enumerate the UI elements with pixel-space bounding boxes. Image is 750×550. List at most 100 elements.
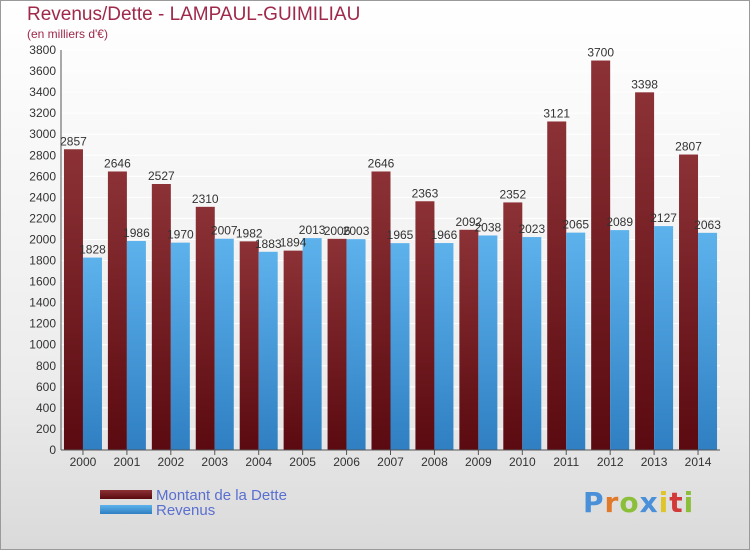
x-tick-label: 2000 <box>70 455 97 469</box>
bar-dette <box>547 121 567 450</box>
bar-dette <box>415 201 435 450</box>
data-label: 2007 <box>211 224 238 238</box>
bar-dette <box>459 229 479 450</box>
x-tick-label: 2013 <box>641 455 668 469</box>
bar-revenus <box>434 243 454 450</box>
data-label: 2646 <box>104 156 131 170</box>
data-label: 3700 <box>587 46 614 60</box>
data-label: 2092 <box>456 215 483 229</box>
bar-dette <box>107 171 127 450</box>
bar-revenus <box>170 242 190 450</box>
y-tick-label: 2200 <box>29 211 56 225</box>
bar-dette <box>679 154 699 451</box>
y-tick-label: 2600 <box>29 169 56 183</box>
bar-dette <box>591 60 611 451</box>
data-label: 1894 <box>280 236 307 250</box>
x-tick-label: 2001 <box>114 455 141 469</box>
y-tick-label: 3800 <box>29 43 56 57</box>
y-tick-label: 3000 <box>29 127 56 141</box>
bar-revenus <box>522 237 542 450</box>
data-label: 3398 <box>631 77 658 91</box>
legend-label-debt: Montant de la Dette <box>156 487 287 504</box>
bar-dette <box>195 206 215 450</box>
y-tick-label: 1200 <box>29 317 56 331</box>
data-label: 2065 <box>562 218 589 232</box>
data-label: 1970 <box>167 228 194 242</box>
data-label: 1828 <box>79 243 106 257</box>
x-tick-label: 2005 <box>289 455 316 469</box>
data-label: 2352 <box>499 187 526 201</box>
y-tick-label: 3200 <box>29 106 56 120</box>
legend-swatch-debt <box>100 490 152 499</box>
x-tick-label: 2002 <box>157 455 184 469</box>
data-label: 2089 <box>606 215 633 229</box>
proxiti-logo: Proxiti <box>583 486 695 519</box>
y-tick-label: 200 <box>36 422 56 436</box>
y-tick-label: 1800 <box>29 254 56 268</box>
bar-dette <box>327 238 347 450</box>
bar-revenus <box>698 232 718 450</box>
y-tick-label: 2400 <box>29 190 56 204</box>
chart-title: Revenus/Dette - LAMPAUL-GUIMILIAU <box>27 4 361 25</box>
x-tick-label: 2003 <box>201 455 228 469</box>
bar-dette <box>371 171 391 450</box>
x-tick-label: 2006 <box>333 455 360 469</box>
bar-revenus <box>654 226 674 450</box>
data-label: 2363 <box>412 186 439 200</box>
y-tick-label: 2800 <box>29 148 56 162</box>
data-label: 2038 <box>475 220 502 234</box>
data-label: 1982 <box>236 226 263 240</box>
bar-revenus <box>346 239 366 450</box>
data-label: 1966 <box>431 228 458 242</box>
bar-revenus <box>566 232 586 450</box>
y-tick-label: 2000 <box>29 232 56 246</box>
bar-revenus <box>610 230 630 450</box>
x-tick-label: 2011 <box>553 455 579 469</box>
bar-dette <box>151 184 171 450</box>
data-label: 2527 <box>148 169 175 183</box>
y-tick-label: 3600 <box>29 64 56 78</box>
bar-dette <box>503 202 523 450</box>
data-label: 2857 <box>60 134 87 148</box>
data-label: 2013 <box>299 223 326 237</box>
legend-swatch-revenus <box>100 505 152 514</box>
y-tick-label: 1400 <box>29 296 56 310</box>
legend-label-revenus: Revenus <box>156 502 216 519</box>
x-tick-label: 2014 <box>685 455 712 469</box>
data-label: 2063 <box>694 218 721 232</box>
data-label: 2006 <box>324 224 351 238</box>
bar-revenus <box>390 243 410 450</box>
x-tick-label: 2009 <box>465 455 492 469</box>
bar-dette <box>239 241 259 450</box>
bar-revenus <box>82 257 102 450</box>
x-tick-label: 2010 <box>509 455 536 469</box>
bar-dette <box>635 92 655 450</box>
data-label: 2807 <box>675 140 702 154</box>
bar-revenus <box>258 251 278 450</box>
x-tick-label: 2004 <box>245 455 272 469</box>
data-label: 2023 <box>518 222 545 236</box>
bar-dette <box>63 149 83 450</box>
y-tick-label: 3400 <box>29 85 56 99</box>
y-tick-label: 1000 <box>29 338 56 352</box>
data-label: 2310 <box>192 192 219 206</box>
x-tick-label: 2008 <box>421 455 448 469</box>
y-tick-label: 0 <box>49 443 56 457</box>
y-tick-label: 1600 <box>29 275 56 289</box>
data-label: 3121 <box>543 106 570 120</box>
y-tick-label: 800 <box>36 359 56 373</box>
data-label: 1986 <box>123 226 150 240</box>
data-label: 1883 <box>255 237 282 251</box>
bar-revenus <box>302 238 322 450</box>
data-label: 2127 <box>650 211 677 225</box>
bar-dette <box>283 250 303 450</box>
y-tick-label: 600 <box>36 380 56 394</box>
bar-revenus <box>126 240 146 450</box>
bar-revenus <box>478 235 498 450</box>
bar-revenus <box>214 238 234 450</box>
data-label: 2003 <box>343 224 370 238</box>
data-label: 2646 <box>368 156 395 170</box>
y-tick-label: 400 <box>36 401 56 415</box>
data-label: 1965 <box>387 228 414 242</box>
